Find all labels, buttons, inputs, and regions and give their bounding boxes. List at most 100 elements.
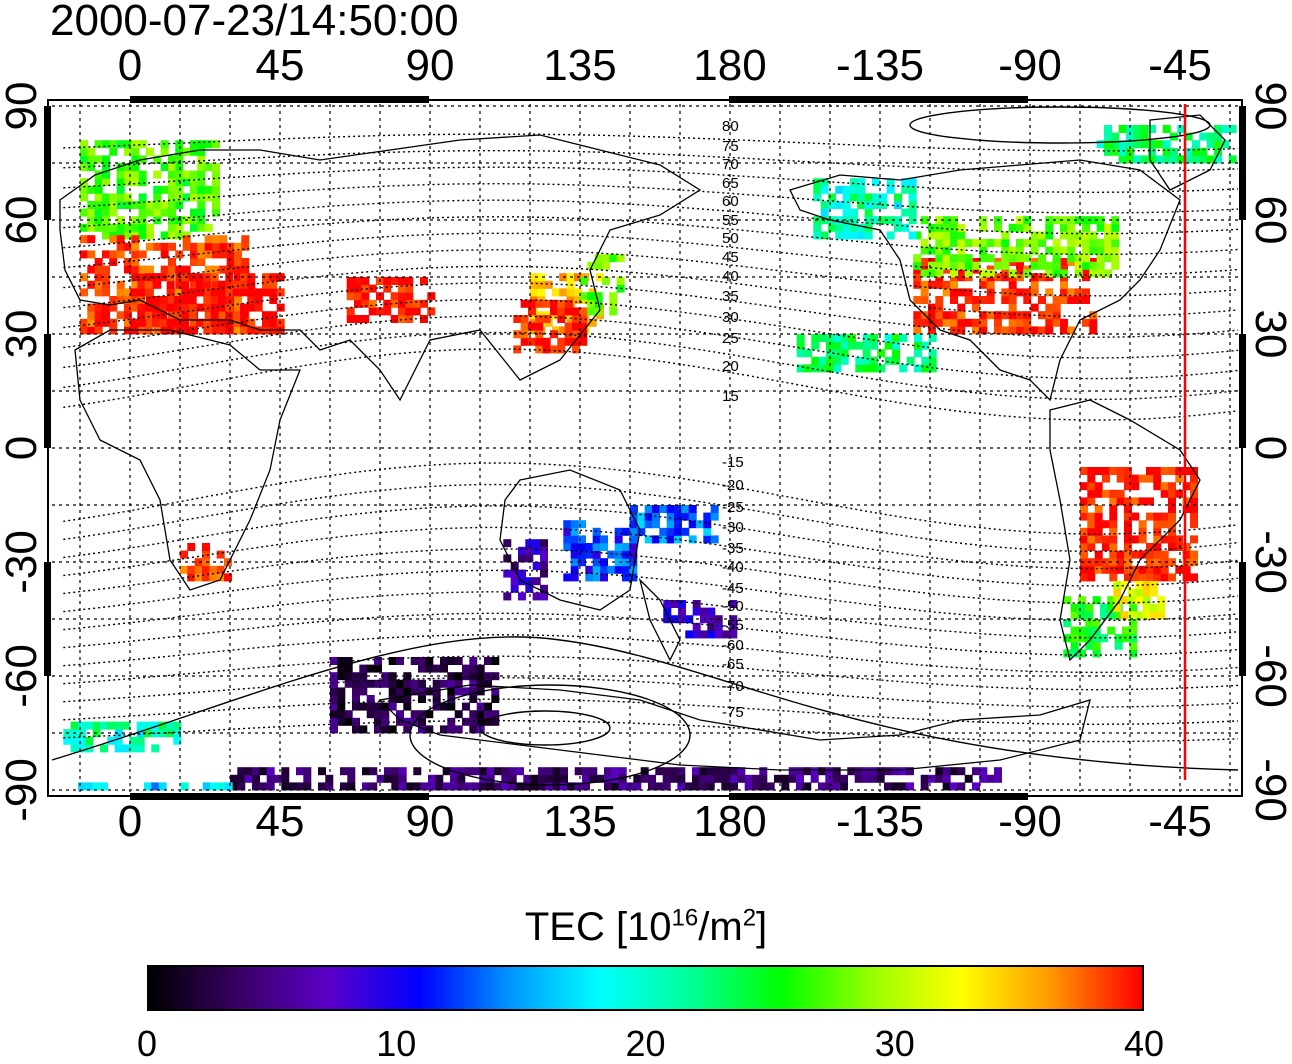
tec-cell <box>560 774 568 783</box>
tec-cell <box>303 767 312 776</box>
tec-cell <box>168 296 176 304</box>
tec-cell <box>347 774 356 783</box>
tec-cell <box>144 280 153 289</box>
tec-cell <box>1153 520 1162 529</box>
tec-cell <box>129 736 138 745</box>
tec-cell <box>1082 246 1090 255</box>
tec-cell <box>1067 223 1076 232</box>
tec-cell <box>418 687 426 696</box>
tec-cell <box>410 687 419 696</box>
tec-cell <box>94 280 103 289</box>
tec-cell <box>418 657 426 665</box>
tec-cell <box>986 280 995 289</box>
tec-cell <box>442 782 451 791</box>
tec-cell <box>131 296 140 304</box>
tec-cell <box>1153 474 1162 483</box>
tec-cell <box>994 767 1002 776</box>
tec-cell <box>1153 573 1162 582</box>
tec-cell <box>532 577 541 586</box>
tec-cell <box>138 170 147 179</box>
tec-cell <box>366 679 375 688</box>
tec-cell <box>622 543 630 551</box>
tec-cell <box>1111 239 1120 247</box>
tec-cell <box>928 280 936 289</box>
tec-cell <box>1182 565 1191 574</box>
tec-cell <box>609 299 618 308</box>
polar-contour-south <box>409 684 691 786</box>
tec-cell <box>920 288 929 297</box>
tec-cell <box>330 710 338 719</box>
tec-cell <box>820 201 829 209</box>
tec-cell <box>366 695 375 703</box>
tec-cell <box>340 767 348 776</box>
tec-cell <box>181 318 190 327</box>
tec-cell <box>1140 155 1149 164</box>
tec-cell <box>835 201 844 209</box>
tec-cell <box>578 543 586 551</box>
latitude-tick-left: -90 <box>0 758 46 822</box>
tec-cell <box>1089 326 1098 335</box>
tec-cell <box>218 288 226 297</box>
tec-cell <box>670 767 678 776</box>
tec-cell <box>1162 155 1171 164</box>
tec-cell <box>1160 520 1169 529</box>
tec-cell <box>440 725 448 734</box>
tec-cell <box>811 341 820 350</box>
tec-cell <box>230 782 238 791</box>
tec-cell <box>811 334 820 342</box>
tec-cell <box>842 223 851 232</box>
tec-cell <box>614 535 623 544</box>
tec-cell <box>80 140 88 149</box>
tec-cell <box>1206 155 1215 164</box>
tec-cell <box>572 345 580 354</box>
tec-cell <box>124 178 132 187</box>
tec-cell <box>833 349 842 358</box>
longitude-tick-bottom: 180 <box>693 797 767 846</box>
tec-cell <box>714 622 723 631</box>
tec-cell <box>677 767 686 776</box>
tec-cell <box>662 774 671 783</box>
tec-cell <box>168 258 176 266</box>
tec-cell <box>1104 246 1112 255</box>
tec-cell <box>1070 641 1079 650</box>
tec-cell <box>585 565 594 574</box>
tec-cell <box>1153 527 1162 536</box>
tec-cell <box>166 303 175 312</box>
tec-cell <box>131 216 140 225</box>
tec-cell <box>648 782 656 791</box>
tec-cell <box>574 767 583 776</box>
tec-cell <box>796 341 805 350</box>
tec-cell <box>259 767 268 776</box>
tec-cell <box>986 239 995 247</box>
tec-cell <box>630 535 638 544</box>
tec-cell <box>501 782 510 791</box>
tec-cell <box>405 315 414 323</box>
tec-cell <box>721 767 730 776</box>
tec-cell <box>1131 573 1140 582</box>
tec-cell <box>410 710 419 719</box>
tec-cell <box>1023 254 1032 263</box>
tec-cell <box>1030 239 1039 247</box>
tec-cell <box>457 782 466 791</box>
tec-cell <box>542 299 551 308</box>
tec-cell <box>1109 497 1118 506</box>
tec-cell <box>1150 581 1158 589</box>
tec-cell <box>920 239 929 247</box>
tec-cell <box>131 242 140 251</box>
tec-cell <box>166 318 175 327</box>
tec-cell <box>1008 269 1017 278</box>
tec-cell <box>950 280 958 289</box>
tec-cell <box>862 767 870 776</box>
magnetic-contour <box>63 569 1238 622</box>
tec-cell <box>225 311 234 320</box>
tec-cell <box>1016 326 1024 335</box>
tec-cell <box>190 280 198 289</box>
tec-cell <box>1094 489 1103 498</box>
tec-cell <box>80 223 88 232</box>
tec-cell <box>420 782 429 791</box>
tec-cell <box>188 311 197 320</box>
tec-cell <box>826 356 834 365</box>
tec-cell <box>950 269 958 278</box>
tec-cell <box>262 280 270 289</box>
tec-cell <box>1001 231 1010 240</box>
